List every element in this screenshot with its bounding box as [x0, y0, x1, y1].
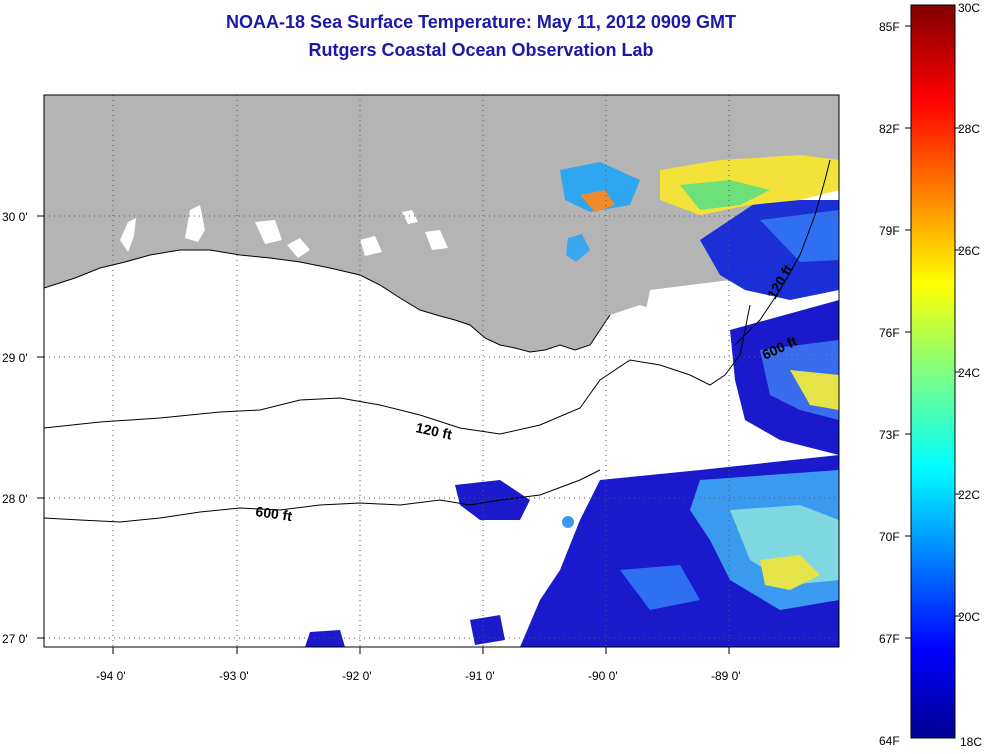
lake	[185, 205, 205, 242]
map-area	[44, 95, 839, 647]
sst-data-southeast	[305, 455, 839, 647]
colorbar-c-label: 20C	[958, 610, 980, 624]
sst-data-east	[560, 155, 839, 455]
contour-120ft-line	[44, 304, 751, 435]
land-mass	[44, 95, 839, 352]
colorbar-c-label: 22C	[958, 488, 980, 502]
colorbar-c-label: 24C	[958, 366, 980, 380]
lat-tick-label: 30 0'	[2, 210, 28, 224]
colorbar-gradient	[910, 4, 956, 739]
lake	[287, 238, 310, 258]
lon-tick-label: -89 0'	[711, 669, 741, 683]
lake	[360, 236, 382, 256]
colorbar-c-label: 26C	[958, 244, 980, 258]
colorbar-f-label: 76F	[879, 326, 900, 340]
colorbar-f-label: 73F	[879, 428, 900, 442]
contour-label-120ft: 120 ft	[414, 419, 453, 442]
colorbar-c-label: 28C	[958, 122, 980, 136]
lake	[402, 210, 418, 224]
lat-tick-label: 27 0'	[2, 632, 28, 646]
colorbar-f-label: 82F	[879, 122, 900, 136]
colorbar-c-label: 18C	[960, 735, 982, 749]
lon-tick-label: -94 0'	[96, 669, 126, 683]
lon-tick-label: -91 0'	[465, 669, 495, 683]
colorbar-f-label: 79F	[879, 224, 900, 238]
map-gridlines	[44, 95, 839, 647]
contour-label-600ft: 600 ft	[255, 503, 294, 524]
colorbar-f-label: 85F	[879, 20, 900, 34]
lon-tick-label: -92 0'	[342, 669, 372, 683]
lake	[425, 230, 448, 250]
map-frame	[43, 94, 840, 648]
colorbar-f-label: 70F	[879, 530, 900, 544]
colorbar-c-label: 30C	[958, 1, 980, 15]
lat-tick-label: 28 0'	[2, 492, 28, 506]
colorbar-f-label: 67F	[879, 632, 900, 646]
colorbar-f-label: 64F	[879, 734, 900, 748]
lat-tick-label: 29 0'	[2, 351, 28, 365]
lon-tick-label: -90 0'	[588, 669, 618, 683]
colorbar: 85F 82F 79F 76F 73F 70F 67F 64F 30C 28C …	[879, 1, 982, 749]
lake	[120, 218, 136, 252]
lon-tick-label: -93 0'	[219, 669, 249, 683]
map-title: NOAA-18 Sea Surface Temperature: May 11,…	[226, 12, 736, 32]
map-subtitle: Rutgers Coastal Ocean Observation Lab	[308, 40, 654, 60]
lake	[255, 220, 282, 244]
map-ticks	[37, 215, 730, 654]
